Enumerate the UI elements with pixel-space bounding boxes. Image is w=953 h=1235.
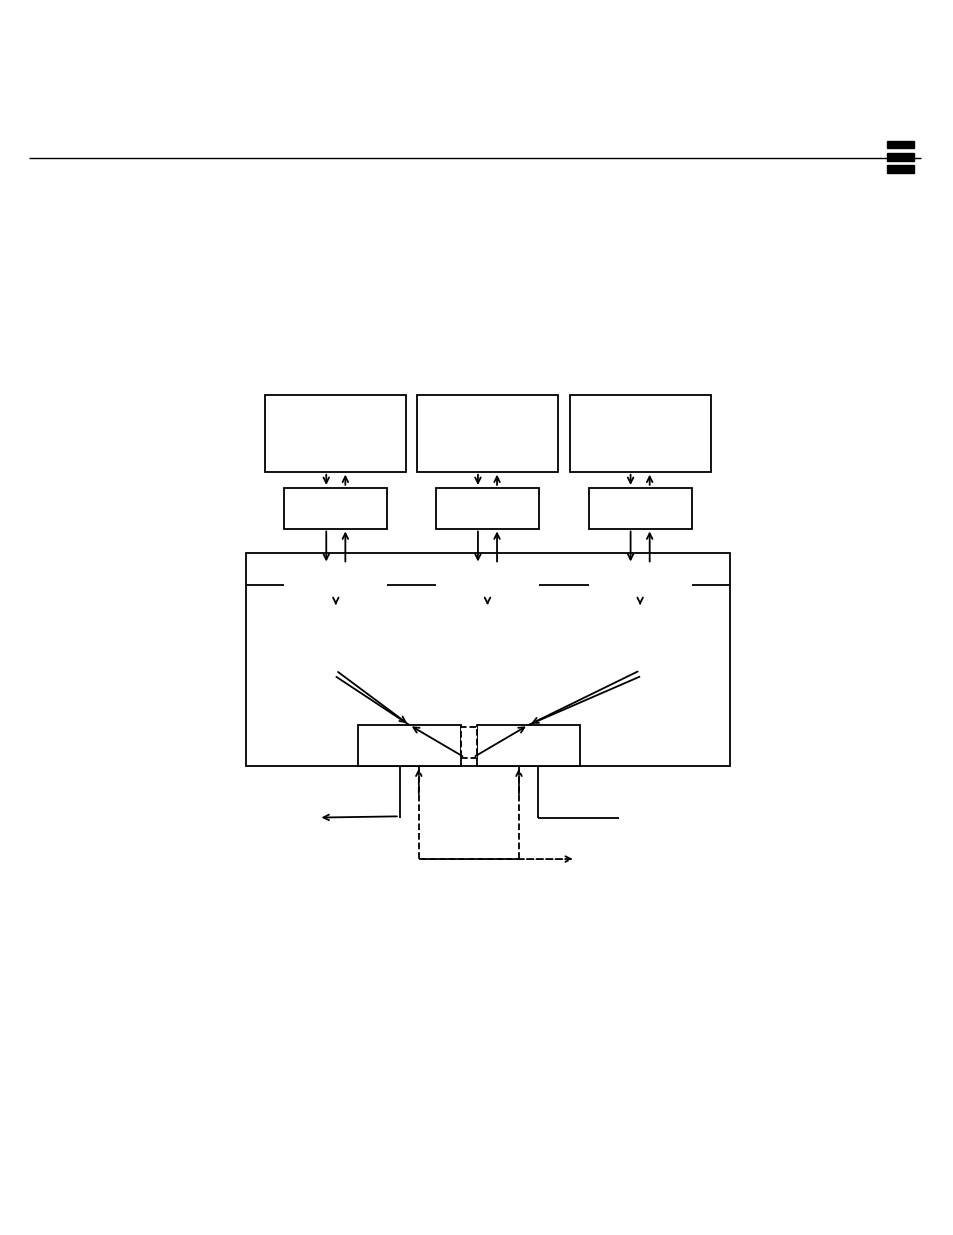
- Bar: [886, 153, 913, 161]
- Bar: [569, 395, 710, 472]
- Bar: [284, 564, 387, 605]
- Bar: [460, 727, 476, 757]
- Bar: [357, 725, 460, 766]
- Bar: [416, 395, 558, 472]
- Bar: [265, 395, 406, 472]
- Bar: [588, 564, 691, 605]
- Bar: [886, 141, 913, 148]
- Bar: [284, 488, 387, 529]
- Bar: [476, 725, 579, 766]
- Bar: [436, 488, 538, 529]
- Bar: [886, 165, 913, 173]
- Bar: [436, 564, 538, 605]
- Bar: [246, 553, 729, 766]
- Bar: [588, 488, 691, 529]
